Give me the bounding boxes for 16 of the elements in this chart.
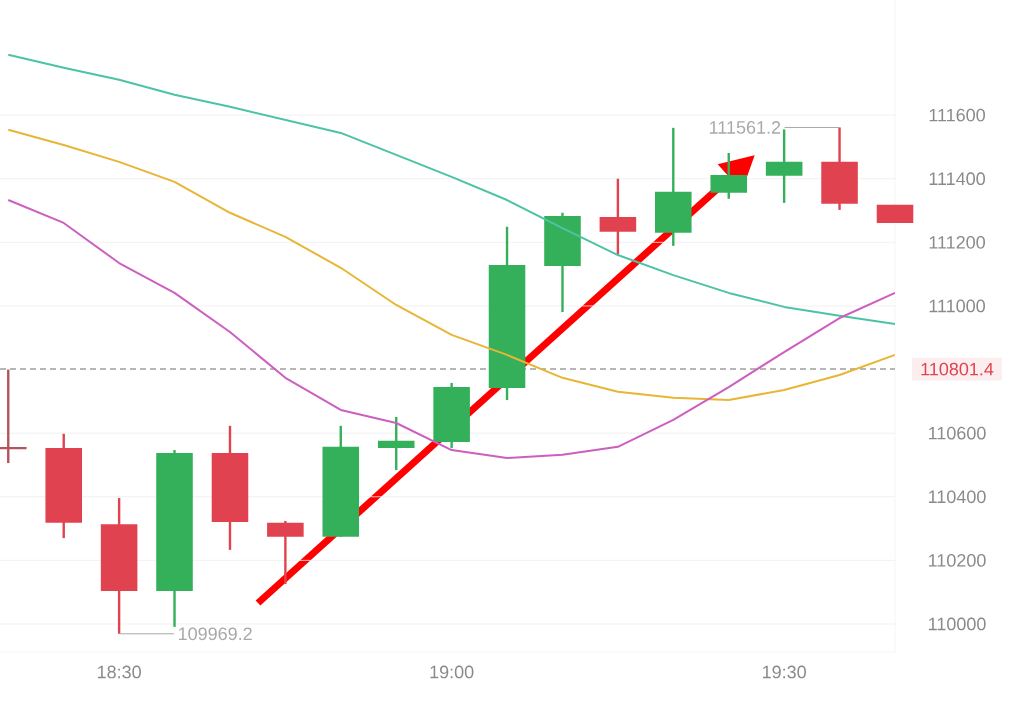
x-tick-label: 18:30 — [97, 665, 141, 679]
line-series — [7, 199, 896, 459]
x-tick-label: 19:30 — [762, 665, 806, 679]
y-tick-label: 110200 — [929, 554, 986, 567]
y-tick-label: 110600 — [929, 426, 986, 440]
ref-line-label: 110801.4 — [921, 362, 994, 376]
y-tick-label: 111200 — [929, 235, 985, 249]
y-tick-label: 111000 — [929, 299, 985, 313]
annotation: 111561.2 — [710, 121, 781, 134]
y-tick-label: 110000 — [929, 617, 986, 631]
y-tick-label: 110400 — [929, 490, 986, 504]
x-tick-label: 19:00 — [430, 665, 474, 679]
y-tick-label: 111400 — [929, 172, 985, 186]
y-tick-label: 111600 — [929, 108, 985, 122]
annotation: 109969.2 — [178, 627, 252, 641]
candlestick — [377, 415, 415, 472]
